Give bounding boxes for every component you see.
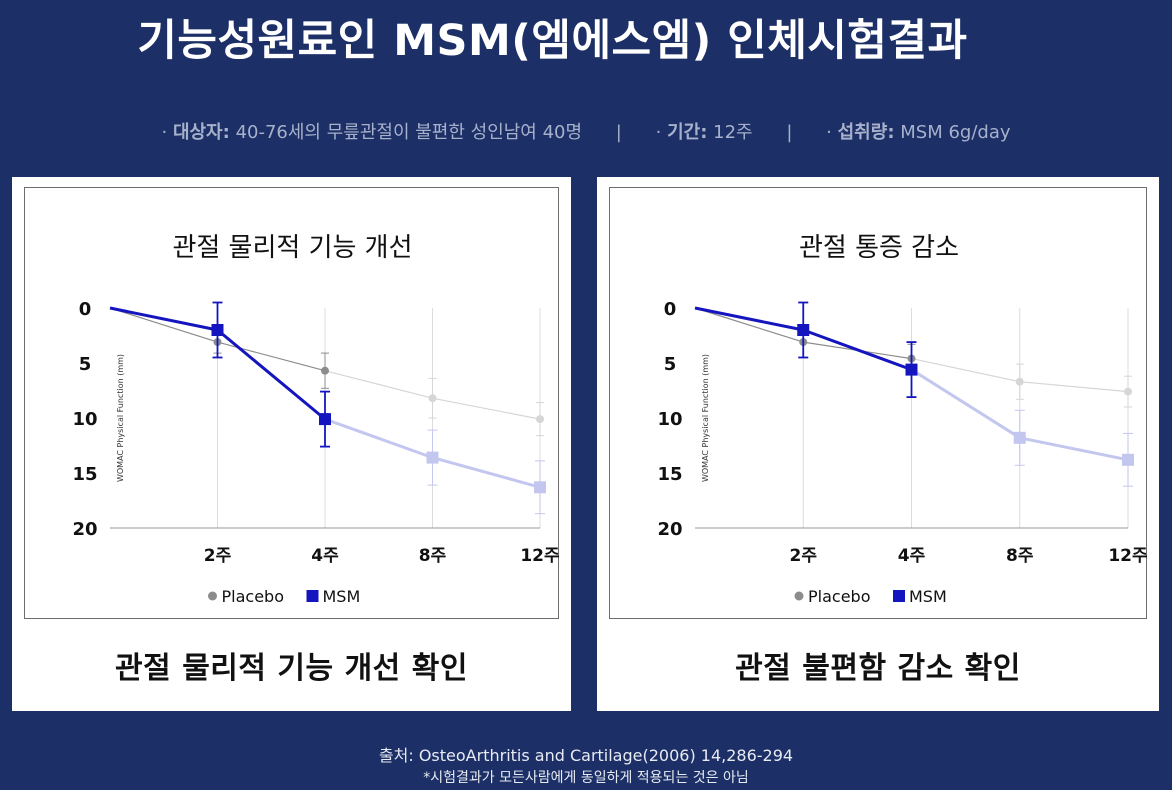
y-tick-label: 15	[657, 464, 682, 485]
placebo-line-segment	[217, 341, 326, 372]
msm-line-segment	[910, 368, 1021, 440]
placebo-line-segment	[694, 307, 804, 343]
legend-label-msm: MSM	[909, 587, 947, 606]
separator: |	[615, 122, 622, 143]
msm-point	[534, 481, 546, 494]
bullet: ·	[655, 122, 662, 143]
y-tick-label: 0	[79, 299, 92, 320]
legend-label-placebo: Placebo	[222, 587, 284, 606]
msm-point	[797, 324, 810, 336]
source-citation: 출처: OsteoArthritis and Cartilage(2006) 1…	[378, 746, 794, 765]
placebo-point	[1015, 377, 1024, 386]
legend-label-msm: MSM	[323, 587, 361, 606]
legend-marker-placebo	[208, 591, 217, 601]
y-tick-label: 10	[72, 409, 97, 430]
y-axis-label: WOMAC Physical Function (mm)	[701, 354, 710, 482]
x-tick-label: 12주	[520, 546, 560, 566]
placebo-point	[428, 394, 437, 403]
x-tick-label: 2주	[204, 546, 232, 566]
msm-line-segment	[216, 328, 326, 421]
x-tick-label: 8주	[1006, 546, 1034, 566]
y-tick-label: 5	[79, 354, 92, 375]
bullet: ·	[161, 122, 168, 143]
chart-title: 관절 물리적 기능 개선	[172, 233, 412, 263]
separator: |	[786, 122, 793, 143]
msm-point	[1013, 431, 1026, 444]
placebo-point	[321, 366, 329, 375]
placebo-line-segment	[324, 370, 433, 399]
placebo-point	[1124, 387, 1132, 396]
panel-caption: 관절 불편함 감소 확인	[735, 651, 1021, 686]
period-value: 12주	[713, 122, 753, 143]
y-axis-label: WOMAC Physical Function (mm)	[116, 354, 125, 482]
x-tick-label: 4주	[311, 546, 339, 566]
x-tick-label: 4주	[898, 546, 926, 566]
chart-pain-reduction: 관절 통증 감소 0 5 10 15 20 2주 4주 8주 12주 WOMAC Physical …	[657, 233, 1148, 606]
msm-line-segment	[109, 306, 218, 332]
msm-point	[211, 324, 224, 336]
chart-physical-function: 관절 물리적 기능 개선 0 5 10 15 20 2주 4주 8주 12주 WOMAC Physi…	[72, 233, 560, 606]
legend-label-placebo: Placebo	[808, 587, 870, 606]
x-tick-label: 2주	[790, 546, 818, 566]
legend-marker-msm	[306, 590, 319, 602]
intake-label: 섭취량	[837, 122, 888, 143]
msm-line-segment	[1019, 436, 1129, 462]
y-tick-label: 20	[72, 519, 97, 540]
panel-caption: 관절 물리적 기능 개선 확인	[115, 651, 468, 686]
placebo-line-segment	[432, 397, 541, 420]
y-tick-label: 15	[72, 464, 97, 485]
subject-label: 대상자	[172, 122, 223, 143]
y-tick-label: 20	[657, 519, 682, 540]
y-tick-label: 10	[657, 409, 682, 430]
chart-title: 관절 통증 감소	[799, 233, 959, 263]
bullet: ·	[826, 122, 832, 143]
msm-point	[1122, 453, 1134, 466]
placebo-point	[536, 415, 544, 424]
disclaimer-note: *시험결과가 모든사람에게 동일하게 적용되는 것은 아님	[423, 770, 749, 786]
chart-frame: 관절 물리적 기능 개선 0 5 10 15 20 2주 4주 8주 12주 WOMAC Physi…	[24, 187, 560, 619]
placebo-line-segment	[109, 307, 218, 343]
chart-panel-physical-function: 관절 물리적 기능 개선 0 5 10 15 20 2주 4주 8주 12주 WOMAC Physi…	[12, 177, 571, 711]
legend-marker-msm	[893, 590, 905, 602]
chart-panel-pain: 관절 통증 감소 0 5 10 15 20 2주 4주 8주 12주 WOMAC Physical …	[597, 177, 1159, 711]
msm-line-segment	[694, 306, 804, 332]
msm-line-segment	[432, 456, 541, 489]
y-tick-label: 5	[664, 354, 677, 375]
msm-point	[905, 363, 918, 376]
chart-frame: 관절 통증 감소 0 5 10 15 20 2주 4주 8주 12주 WOMAC Physical …	[609, 187, 1148, 619]
placebo-line-segment	[911, 358, 1020, 383]
msm-line-segment	[324, 417, 434, 460]
subject-value: 40-76세의 무릎관절이 불편한 성인남여 40명	[235, 122, 583, 143]
legend-marker-placebo	[794, 591, 804, 601]
page-title: 기능성원료인 MSM(엠에스엠) 인체시험결과	[137, 16, 968, 66]
intake-value: MSM 6g/day	[900, 122, 1011, 143]
y-tick-label: 0	[664, 299, 677, 320]
msm-point	[319, 413, 331, 426]
msm-point	[426, 451, 439, 464]
x-tick-label: 12주	[1108, 546, 1148, 566]
placebo-line-segment	[1019, 381, 1129, 393]
period-label: 기간	[667, 122, 701, 143]
msm-line-segment	[802, 328, 913, 372]
x-tick-label: 8주	[419, 546, 447, 566]
study-info: · 대상자: 40-76세의 무릎관절이 불편한 성인남여 40명 | · 기간…	[161, 122, 1011, 143]
